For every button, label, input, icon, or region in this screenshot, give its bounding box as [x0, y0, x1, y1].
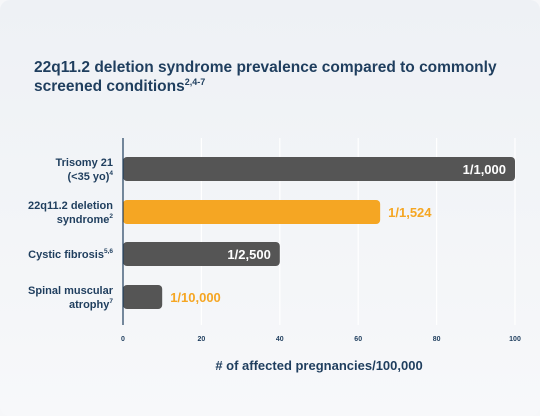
tick-label: 100	[509, 336, 521, 343]
x-axis-label: # of affected pregnancies/100,000	[215, 358, 422, 373]
category-label: Trisomy 21	[56, 157, 113, 169]
chart-title-references: 2,4-7	[184, 77, 206, 87]
category-label: atrophy7	[69, 298, 113, 311]
category-label: 22q11.2 deletion	[28, 200, 113, 212]
data-label: 1/2,500	[227, 247, 270, 262]
chart-title-text: 22q11.2 deletion syndrome prevalence com…	[34, 59, 497, 95]
tick-label: 80	[433, 336, 441, 343]
bar	[123, 242, 280, 266]
bar	[123, 285, 163, 309]
category-label: (<35 yo)4	[67, 170, 113, 183]
data-label: 1/10,000	[170, 290, 221, 305]
tick-label: 20	[198, 336, 206, 343]
chart-title: 22q11.2 deletion syndrome prevalence com…	[34, 58, 514, 96]
category-label-reference: 4	[109, 170, 113, 177]
category-label: Spinal muscular	[28, 285, 114, 297]
category-label: syndrome2	[57, 213, 114, 226]
tick-label: 0	[121, 336, 125, 343]
category-label-reference: 7	[109, 298, 113, 305]
tick-label: 40	[276, 336, 284, 343]
category-label-reference: 5,6	[104, 248, 113, 255]
bar	[123, 157, 515, 181]
category-label: Cystic fibrosis5,6	[28, 248, 113, 261]
data-label: 1/1,524	[388, 205, 432, 220]
tick-label: 60	[354, 336, 362, 343]
category-label-reference: 2	[109, 213, 113, 220]
bar	[123, 200, 381, 224]
data-label: 1/1,000	[463, 162, 506, 177]
